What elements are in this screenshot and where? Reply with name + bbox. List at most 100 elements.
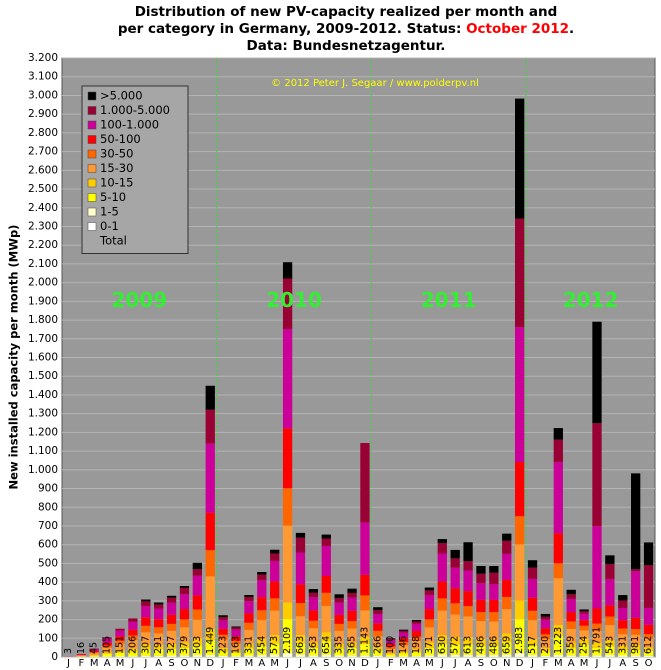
total-label: 486 <box>475 636 486 654</box>
x-tick-label: J <box>453 658 457 669</box>
bar-segment <box>502 533 512 541</box>
total-label: 146 <box>398 636 409 654</box>
x-tick-label: F <box>233 658 239 669</box>
y-tick-label: 2.200 <box>28 239 58 251</box>
bar-segment <box>166 614 177 624</box>
bar-segment <box>373 623 383 631</box>
bar-segment <box>566 642 576 649</box>
bar-segment <box>257 638 267 646</box>
bar-segment <box>115 628 125 631</box>
total-label: 654 <box>321 636 332 654</box>
bar-segment <box>102 638 112 643</box>
bar-segment <box>450 603 460 615</box>
bar-segment <box>553 563 563 579</box>
bar-segment <box>553 636 563 655</box>
bar-segment <box>218 655 228 657</box>
bar-segment <box>270 610 280 635</box>
bar-segment <box>502 553 512 581</box>
total-label: 2.109 <box>282 627 293 654</box>
bar-segment <box>553 654 563 657</box>
bar-segment <box>141 599 151 602</box>
bar-segment <box>643 607 654 625</box>
x-tick-label: M <box>554 658 563 669</box>
bar-segment <box>476 621 486 639</box>
bar-segment <box>592 642 602 648</box>
total-label: 2.983 <box>514 627 525 654</box>
bar-segment <box>128 629 138 636</box>
bar-segment <box>437 643 447 655</box>
bar-segment <box>231 650 241 653</box>
legend-swatch <box>87 106 97 115</box>
bar-segment <box>282 488 293 526</box>
total-label: 3 <box>63 648 74 654</box>
bar-segment <box>373 630 383 637</box>
bar-segment <box>631 645 641 650</box>
bar-segment <box>553 533 563 564</box>
bar-segment <box>141 625 151 633</box>
bar-segment <box>257 654 267 657</box>
y-tick-label: 2.400 <box>28 202 58 214</box>
bar-segment <box>76 654 86 656</box>
y-tick-label: 2.500 <box>28 183 58 195</box>
bar-segment <box>540 639 551 649</box>
bar-segment <box>618 649 628 656</box>
bar-segment <box>347 592 357 598</box>
x-tick-label: M <box>399 658 408 669</box>
total-label: 573 <box>269 636 280 654</box>
bar-segment <box>579 644 589 656</box>
bar-segment <box>450 614 460 637</box>
bar-segment <box>437 598 447 611</box>
bar-segment <box>515 461 525 517</box>
bar-segment <box>205 409 215 444</box>
legend-swatch <box>87 178 97 188</box>
bar-segment <box>631 617 641 630</box>
bar-segment <box>411 630 422 637</box>
legend-label: Total <box>99 234 127 248</box>
bar-segment <box>579 625 589 631</box>
bar-segment <box>424 642 435 648</box>
legend-swatch <box>87 120 97 130</box>
bar-segment <box>179 594 190 610</box>
x-tick-label: S <box>323 658 329 669</box>
legend-swatch <box>87 135 97 144</box>
bar-segment <box>643 651 654 656</box>
bar-segment <box>270 654 280 657</box>
bar-segment <box>502 596 512 610</box>
legend-label: 5-10 <box>100 190 126 204</box>
bar-segment <box>295 584 306 604</box>
bar-segment <box>205 385 215 410</box>
bar-segment <box>179 647 190 656</box>
bar-segment <box>398 656 409 657</box>
bar-segment <box>334 655 344 657</box>
bar-segment <box>643 542 654 566</box>
x-tick-label: J <box>285 658 289 669</box>
total-label: 1.449 <box>205 627 216 654</box>
total-label: 517 <box>527 636 538 654</box>
bar-segment <box>631 473 641 570</box>
bar-segment <box>527 645 538 655</box>
bar-segment <box>398 653 409 657</box>
bar-segment <box>411 619 422 622</box>
total-label: 359 <box>566 636 577 654</box>
bar-segment <box>398 651 409 654</box>
bar-segment <box>308 642 319 648</box>
bar-segment <box>321 545 331 576</box>
bar-segment <box>360 595 370 611</box>
bar-segment <box>89 650 99 653</box>
x-tick-label: O <box>490 658 498 669</box>
x-tick-label: J <box>298 658 302 669</box>
bar-segment <box>527 610 538 621</box>
bar-segment <box>154 645 164 650</box>
total-label: 291 <box>153 636 164 654</box>
bar-segment <box>515 619 525 653</box>
bar-segment <box>502 642 512 655</box>
bar-segment <box>592 655 602 657</box>
bar-segment <box>244 629 254 644</box>
bar-segment <box>553 462 563 534</box>
legend-label: >5.000 <box>100 89 143 103</box>
x-tick-label: D <box>206 658 214 669</box>
bar-segment <box>115 640 125 644</box>
bar-segment <box>566 648 576 656</box>
bar-segment <box>257 580 267 598</box>
